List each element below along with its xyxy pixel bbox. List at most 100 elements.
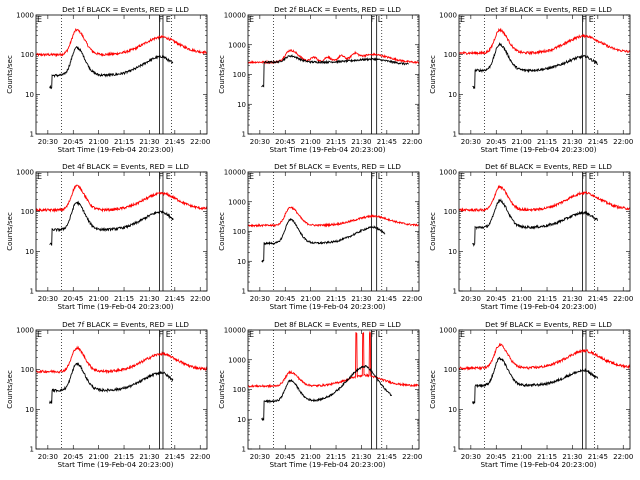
y-tick-label: 1000 (16, 327, 34, 335)
x-tick-label: 21:30 (351, 453, 371, 461)
events-series-line (472, 356, 599, 405)
plot-frame (458, 329, 631, 450)
flag-left: E (249, 172, 254, 181)
lld-series-line (35, 345, 208, 375)
panel-title: Det 1f BLACK = Events, RED = LLD (62, 5, 189, 14)
y-tick-label: 1 (30, 446, 34, 454)
y-tick-label: 100 (444, 51, 457, 59)
y-tick-label: 10 (25, 248, 34, 256)
y-tick-label: 1 (453, 446, 457, 454)
x-tick-label: 21:15 (537, 138, 557, 146)
flag-right: F E (582, 172, 594, 181)
x-tick-label: 21:00 (512, 295, 532, 303)
x-tick-label: 21:15 (537, 295, 557, 303)
y-tick-label: 1 (30, 288, 34, 296)
y-axis-label: Counts/sec (6, 370, 14, 409)
y-axis-label: Counts/sec (429, 370, 437, 409)
y-tick-label: 1 (453, 131, 457, 139)
y-axis-label: Counts/sec (218, 212, 226, 251)
x-tick-label: 21:45 (377, 138, 397, 146)
x-tick-label: 21:15 (326, 295, 346, 303)
panel-det-9f: Det 9f BLACK = Events, RED = LLD 1 10 100 10… (429, 320, 633, 469)
x-tick-label: 21:00 (512, 453, 532, 461)
y-axis-label: Counts/sec (429, 55, 437, 94)
x-tick-label: 21:45 (165, 295, 185, 303)
flag-right: F L (371, 172, 383, 181)
panel-det-1f: Det 1f BLACK = Events, RED = LLD 1 10 100 10… (6, 5, 210, 154)
plot-frame (35, 329, 208, 450)
panel-title: Det 2f BLACK = Events, RED = LLD (274, 5, 401, 14)
flag-right: F L (371, 330, 383, 339)
x-tick-label: 21:15 (326, 138, 346, 146)
lld-series-line (458, 342, 631, 371)
panel-det-2f: Det 2f BLACK = Events, RED = LLD 1 10 100 10… (218, 5, 422, 154)
y-tick-label: 100 (444, 208, 457, 216)
x-tick-label: 20:45 (486, 295, 506, 303)
x-tick-label: 20:30 (38, 295, 58, 303)
x-tick-label: 22:00 (190, 138, 210, 146)
y-tick-label: 1 (242, 446, 246, 454)
x-tick-label: 20:45 (275, 295, 295, 303)
y-axis-label: Counts/sec (429, 212, 437, 251)
y-tick-label: 1 (242, 131, 246, 139)
x-tick-label: 22:00 (402, 453, 422, 461)
events-series-line (49, 362, 174, 404)
y-tick-label: 1000 (439, 169, 457, 177)
flag-left: E (37, 172, 42, 181)
y-tick-label: 100 (444, 366, 457, 374)
x-tick-label: 21:30 (562, 295, 582, 303)
panel-title: Det 8f BLACK = Events, RED = LLD (274, 320, 401, 329)
x-axis-label: Start Time (19-Feb-04 20:23:00) (57, 145, 173, 154)
panel-title: Det 6f BLACK = Events, RED = LLD (485, 162, 612, 171)
y-tick-label: 1 (30, 131, 34, 139)
y-tick-label: 1000 (439, 12, 457, 20)
events-series-line (261, 364, 392, 422)
x-tick-label: 21:30 (351, 295, 371, 303)
flag-right: F E (159, 330, 171, 339)
y-tick-label: 1000 (228, 356, 246, 364)
x-tick-label: 22:00 (613, 453, 633, 461)
flag-left: E (460, 330, 465, 339)
x-tick-label: 20:45 (486, 138, 506, 146)
x-tick-label: 21:45 (377, 453, 397, 461)
y-tick-label: 10 (237, 101, 246, 109)
y-tick-label: 10 (25, 406, 34, 414)
x-tick-label: 21:30 (139, 295, 159, 303)
x-axis-label: Start Time (19-Feb-04 20:23:00) (269, 145, 385, 154)
x-tick-label: 22:00 (190, 295, 210, 303)
x-tick-label: 20:45 (63, 295, 83, 303)
x-tick-label: 20:45 (63, 453, 83, 461)
panel-title: Det 4f BLACK = Events, RED = LLD (62, 162, 189, 171)
y-tick-label: 10000 (224, 327, 246, 335)
panel-det-4f: Det 4f BLACK = Events, RED = LLD 1 10 100 10… (6, 162, 210, 311)
y-tick-label: 1000 (16, 12, 34, 20)
y-tick-label: 1000 (439, 327, 457, 335)
x-axis-label: Start Time (19-Feb-04 20:23:00) (480, 460, 596, 469)
flag-left: E (249, 330, 254, 339)
panel-det-5f: Det 5f BLACK = Events, RED = LLD 1 10 100 10… (218, 162, 422, 311)
flag-left: E (460, 15, 465, 24)
x-tick-label: 21:45 (588, 453, 608, 461)
plot-frame (458, 14, 631, 135)
x-tick-label: 20:30 (461, 295, 481, 303)
x-tick-label: 22:00 (613, 295, 633, 303)
x-tick-label: 21:45 (165, 453, 185, 461)
y-tick-label: 10 (448, 91, 457, 99)
y-tick-label: 10 (25, 91, 34, 99)
flag-right: F E (159, 15, 171, 24)
x-tick-label: 20:45 (486, 453, 506, 461)
x-tick-label: 21:15 (114, 138, 134, 146)
x-tick-label: 21:45 (588, 295, 608, 303)
y-axis-label: Counts/sec (218, 55, 226, 94)
flag-left: E (460, 172, 465, 181)
flag-right: F E (582, 15, 594, 24)
flag-right: F L (371, 15, 383, 24)
x-tick-label: 21:30 (139, 138, 159, 146)
y-tick-label: 10 (237, 416, 246, 424)
x-tick-label: 21:30 (139, 453, 159, 461)
x-tick-label: 21:15 (114, 453, 134, 461)
events-series-line (49, 46, 174, 90)
y-tick-label: 1000 (16, 169, 34, 177)
flag-right: F E (582, 330, 594, 339)
